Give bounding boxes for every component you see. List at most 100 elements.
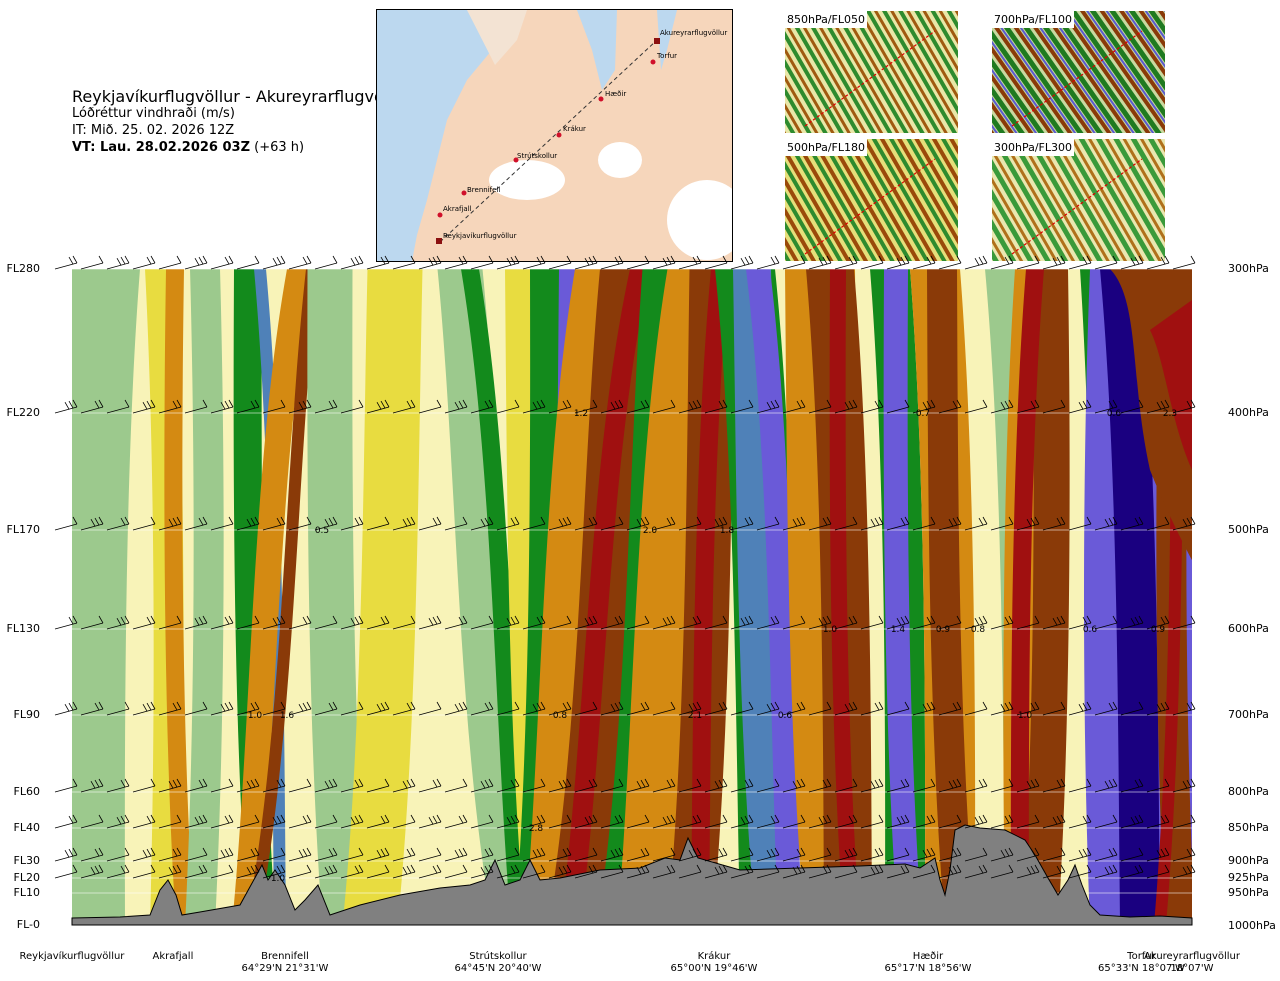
wind-barb: [808, 255, 832, 270]
field-band: [927, 269, 975, 925]
wind-barb: [912, 615, 936, 630]
value-label: 0.7: [916, 409, 930, 419]
field-band: [342, 269, 423, 925]
wind-barb: [834, 814, 858, 829]
wind-barb: [1146, 814, 1170, 829]
thumbnail-500hpa-image: [785, 139, 958, 261]
flight-level-tick: FL30: [13, 854, 40, 867]
wind-barb: [600, 847, 624, 862]
wind-barb: [704, 255, 728, 270]
wind-barb: [1146, 778, 1170, 793]
wind-barb: [236, 516, 260, 531]
wind-barb: [522, 701, 546, 716]
wind-barb: [808, 399, 832, 414]
wind-barb: [1172, 814, 1196, 829]
wind-barb: [392, 864, 416, 879]
value-label: 2.3: [1163, 409, 1177, 419]
wind-barb: [730, 814, 754, 829]
wind-barb: [964, 814, 988, 829]
wind-barb: [340, 516, 364, 531]
wind-barb: [496, 847, 520, 862]
wind-barb: [210, 255, 234, 270]
wind-barb: [366, 778, 390, 793]
waypoint-akrafjall: Akrafjall: [443, 205, 472, 213]
station-coord: 18°07'W: [1170, 963, 1214, 974]
wind-barb: [210, 399, 234, 414]
wind-barb: [522, 516, 546, 531]
thumbnail-850hpa[interactable]: 850hPa/FL050: [785, 11, 958, 133]
station-name: Akureyrarflugvöllur: [1144, 951, 1241, 962]
wind-barb: [106, 778, 130, 793]
wind-barb: [314, 255, 338, 270]
waypoint-haedir: Hæðir: [605, 90, 626, 98]
wind-barb: [1016, 255, 1040, 270]
wind-barb: [522, 864, 546, 879]
wind-barb: [782, 615, 806, 630]
wind-barb: [1146, 615, 1170, 630]
field-band: [246, 269, 318, 925]
wind-barb: [652, 847, 676, 862]
wind-barb: [80, 255, 104, 270]
wind-barb: [340, 255, 364, 270]
flight-level-tick: FL170: [6, 523, 40, 536]
value-label: 1.2: [574, 409, 588, 419]
lead-time: (+63 h): [254, 140, 305, 155]
wind-barb: [782, 701, 806, 716]
wind-barb: [652, 399, 676, 414]
wind-barb: [470, 255, 494, 270]
wind-barb: [1068, 701, 1092, 716]
thumbnail-700hpa[interactable]: 700hPa/FL100: [992, 11, 1165, 133]
value-label: 0.6: [778, 711, 793, 721]
field-band: [232, 269, 313, 925]
station-label: Hæðir 65°17'N 18°56'W: [885, 951, 972, 975]
wind-barb: [470, 615, 494, 630]
wind-barb: [288, 778, 312, 793]
wind-barb: [1094, 399, 1118, 414]
wind-barb: [54, 778, 78, 793]
wind-barb: [626, 814, 650, 829]
field-band: [560, 269, 650, 925]
wind-barb: [418, 255, 442, 270]
wind-barb: [756, 615, 780, 630]
wind-barb: [938, 399, 962, 414]
wind-barb: [730, 701, 754, 716]
wind-barb: [1016, 778, 1040, 793]
wind-barb: [1068, 399, 1092, 414]
station-coord: 65°00'N 19°46'W: [670, 963, 758, 974]
wind-barb: [1146, 847, 1170, 862]
wind-barb: [80, 778, 104, 793]
wind-barb: [990, 847, 1014, 862]
wind-barb: [496, 778, 520, 793]
wind-barb: [834, 255, 858, 270]
wind-barb: [886, 847, 910, 862]
valid-time-line: VT: Lau. 28.02.2026 03Z (+63 h): [72, 139, 409, 156]
wind-barb: [626, 701, 650, 716]
wind-barb: [860, 864, 884, 879]
wind-barb: [470, 847, 494, 862]
wind-barb: [314, 701, 338, 716]
wind-barb: [392, 255, 416, 270]
wind-barb: [1172, 399, 1196, 414]
value-label: 0.9: [1151, 625, 1166, 635]
wind-barb: [262, 615, 286, 630]
wind-barb: [860, 516, 884, 531]
wind-barb: [912, 516, 936, 531]
wind-barb: [678, 701, 702, 716]
wind-barb: [392, 615, 416, 630]
thumbnail-500hpa[interactable]: 500hPa/FL180: [785, 139, 958, 261]
waypoint-krakur: Krákur: [563, 125, 586, 133]
wind-barb: [1120, 847, 1144, 862]
wind-barb: [184, 399, 208, 414]
wind-barb: [158, 516, 182, 531]
wind-barb: [678, 814, 702, 829]
wind-barb: [626, 399, 650, 414]
thumbnail-300hpa[interactable]: 300hPa/FL300: [992, 139, 1165, 261]
wind-barb: [652, 516, 676, 531]
wind-barb: [522, 399, 546, 414]
flight-level-tick: FL280: [6, 262, 40, 275]
wind-barb: [1042, 615, 1066, 630]
wind-barb: [704, 778, 728, 793]
wind-barb: [496, 516, 520, 531]
wind-barb: [964, 615, 988, 630]
flight-level-tick: FL90: [13, 708, 40, 721]
